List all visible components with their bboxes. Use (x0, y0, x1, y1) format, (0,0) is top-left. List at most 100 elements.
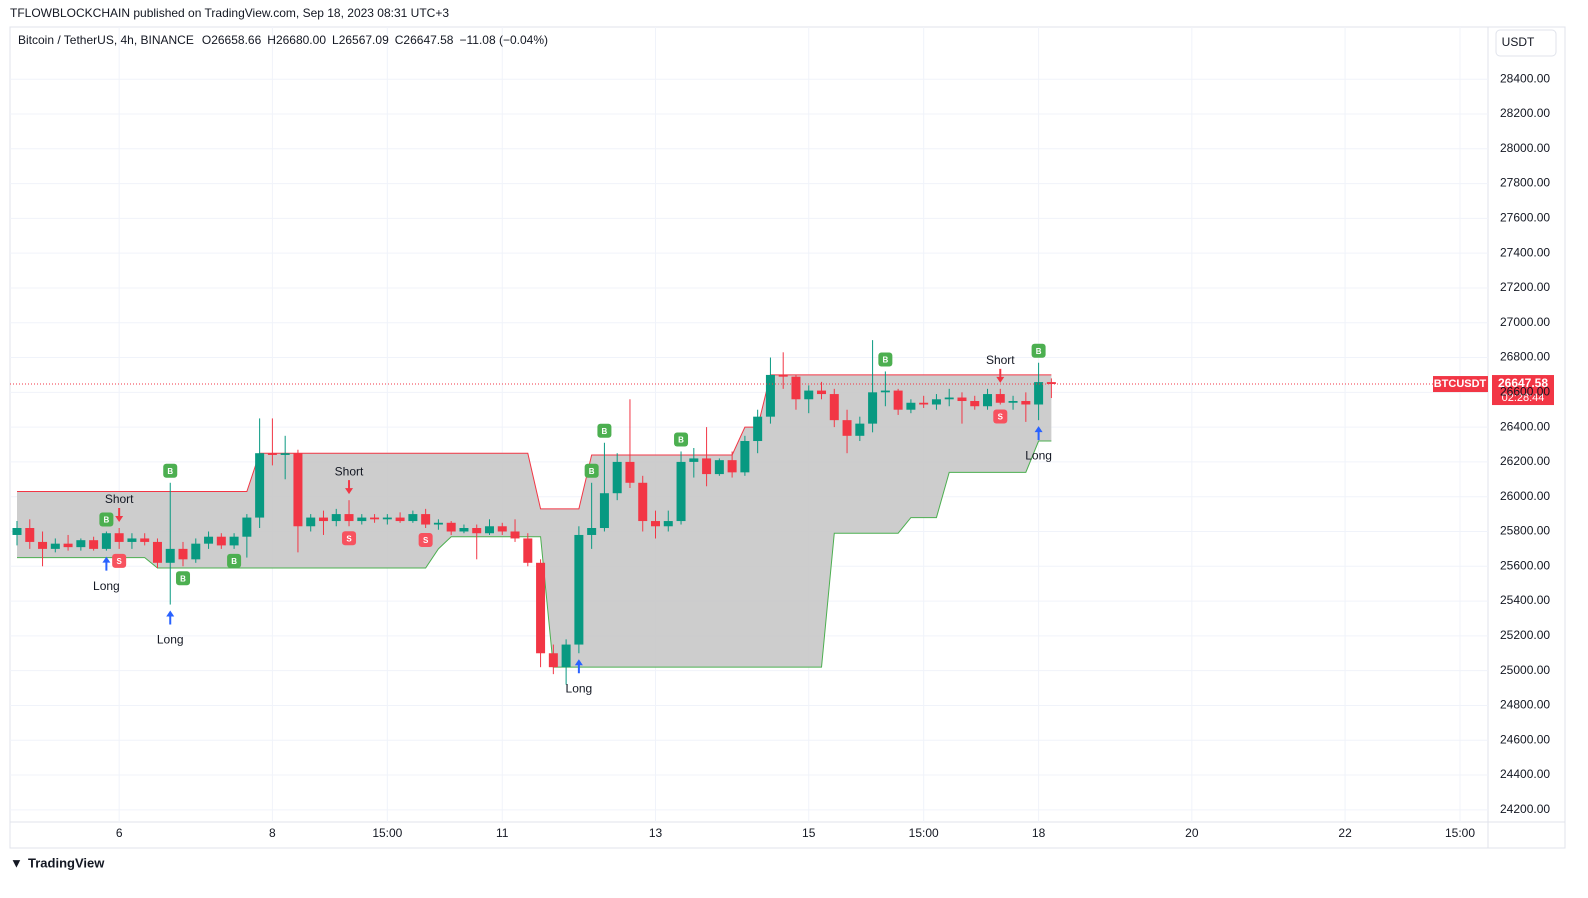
candle-body (459, 528, 469, 532)
currency[interactable]: USDT (1502, 35, 1535, 49)
candle-body (970, 401, 980, 407)
candle-body (740, 441, 750, 473)
y-tick-label: 27000.00 (1500, 315, 1550, 329)
candle-body (765, 374, 775, 417)
y-tick-label: 26000.00 (1500, 489, 1550, 503)
ohlc-value: 26567.09 (339, 33, 389, 47)
candle-body (663, 521, 673, 527)
x-tick-label: 22 (1338, 826, 1352, 840)
candle-body (306, 517, 316, 527)
badge-label: B (1036, 347, 1042, 356)
y-tick-label: 26800.00 (1500, 350, 1550, 364)
long-arrow (1034, 426, 1043, 441)
signal-label: Short (105, 492, 134, 506)
candle-body (229, 536, 239, 546)
price-tag-value: 26647.58 (1498, 376, 1548, 390)
currency-box[interactable] (1495, 29, 1557, 57)
candle-body (484, 526, 494, 534)
candle-body (561, 644, 571, 668)
candle-body (510, 531, 520, 539)
signal-badge (342, 531, 357, 546)
band-lower (17, 440, 1052, 668)
y-tick-label: 27400.00 (1500, 245, 1550, 259)
candle-body (433, 522, 443, 525)
candle-body (689, 458, 699, 462)
candle-body (995, 394, 1005, 403)
x-tick-label: 18 (1032, 826, 1046, 840)
candle-body (114, 533, 124, 542)
badge-label: B (589, 467, 595, 476)
band-upper (17, 374, 1052, 510)
candle-body (38, 541, 48, 549)
x-tick-label: 6 (116, 826, 123, 840)
footer-logo: TradingView (28, 855, 105, 870)
signal-badge (112, 553, 127, 568)
candle-body (1046, 382, 1056, 385)
candle-body (63, 543, 73, 548)
signal-label: Long (1025, 448, 1052, 462)
candle-body (204, 536, 214, 544)
candle-body (76, 540, 86, 548)
candle-body (140, 538, 150, 542)
candle-body (421, 514, 431, 525)
candle-body (370, 517, 380, 520)
candle-body (880, 390, 890, 393)
x-tick-label: 15 (802, 826, 816, 840)
signal-badge (584, 463, 599, 478)
y-tick-label: 25600.00 (1500, 558, 1550, 572)
y-tick-label: 26400.00 (1500, 419, 1550, 433)
candle-body (255, 453, 265, 518)
y-tick-label: 24600.00 (1500, 732, 1550, 746)
x-tick-label: 13 (649, 826, 663, 840)
candle-body (25, 528, 35, 542)
candle-body (944, 397, 954, 400)
y-tick-label: 28200.00 (1500, 106, 1550, 120)
candle-body (357, 517, 367, 522)
y-tick-label: 27600.00 (1500, 211, 1550, 225)
long-arrow (574, 659, 583, 674)
signal-label: Short (335, 464, 364, 478)
candle-body (714, 460, 724, 475)
badge-label: S (346, 534, 352, 543)
candle-body (216, 536, 226, 546)
y-tick-label: 27200.00 (1500, 280, 1550, 294)
footer-icon: ▼ (10, 855, 23, 870)
ohlc-value: 26680.00 (276, 33, 326, 47)
candle-body (344, 514, 354, 522)
x-tick-label: 15:00 (372, 826, 402, 840)
badge-label: B (167, 467, 173, 476)
candle-body (178, 548, 188, 560)
candle-body (676, 461, 686, 522)
short-arrow (345, 480, 354, 495)
candle-body (893, 390, 903, 410)
badge-label: S (423, 536, 429, 545)
ohlc-value: 26658.66 (211, 33, 261, 47)
signal-badge (993, 409, 1008, 424)
candle-body (957, 397, 967, 402)
candle-body (829, 394, 839, 421)
candle-body (89, 540, 99, 549)
signal-label: Long (93, 579, 120, 593)
badge-label: S (116, 557, 122, 566)
y-tick-label: 25400.00 (1500, 593, 1550, 607)
ohlc-key: O (202, 33, 211, 47)
y-tick-label: 24400.00 (1500, 767, 1550, 781)
ohlc-value: 26647.58 (403, 33, 453, 47)
overlay: Short Long Long Short Long Short Long B S B B B S S B B… (10, 343, 1554, 695)
ohlc-key: C (395, 33, 404, 47)
x-tick-label: 8 (269, 826, 276, 840)
signal-badge (176, 571, 191, 586)
y-tick-label: 27800.00 (1500, 176, 1550, 190)
candle-body (382, 517, 392, 520)
candle-body (50, 543, 60, 549)
candle-body (280, 453, 290, 455)
y-tick-label: 24200.00 (1500, 802, 1550, 816)
candle-body (842, 420, 852, 436)
signal-badge (878, 352, 893, 367)
band-fill (17, 374, 1052, 668)
candle-body (1034, 382, 1044, 405)
x-tick-label: 11 (496, 826, 509, 840)
candles (12, 340, 1056, 685)
badge-label: B (678, 436, 684, 445)
